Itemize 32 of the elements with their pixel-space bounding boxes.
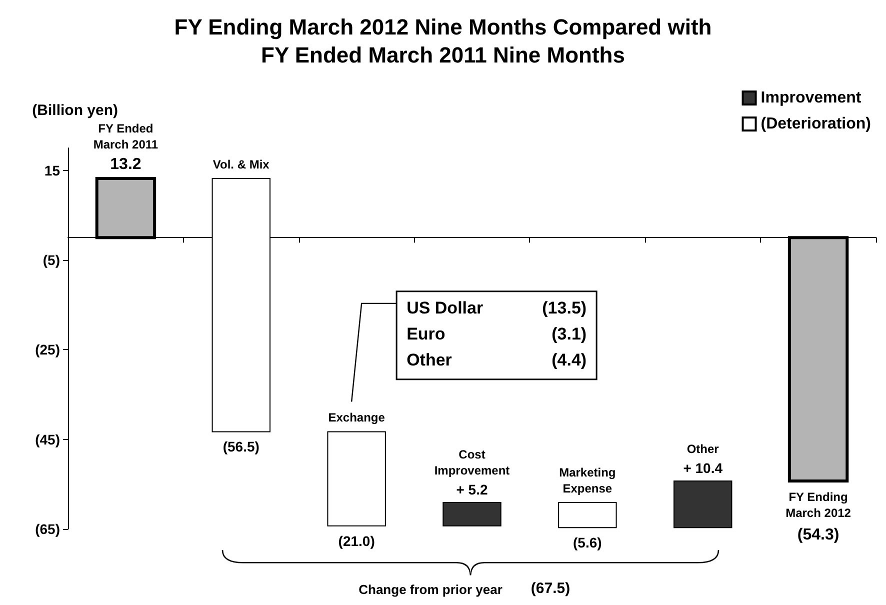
legend-label: (Deterioration) (760, 116, 872, 132)
bar (442, 502, 502, 526)
text: Other (4.4) (406, 350, 587, 370)
bar (558, 502, 617, 528)
bar (674, 480, 732, 528)
data-label: (21.0) (338, 532, 375, 549)
chart-title: FY Ending March 2012 Nine Months Compared with FY Ended March 2011 Nine Months (174, 14, 712, 68)
x-tick-label: Exchange (328, 410, 386, 425)
data-label: 13.2 (110, 156, 142, 173)
x-tick-label: Cost Improvement (434, 448, 510, 478)
text: Euro (3.1) (406, 324, 587, 344)
y-tick-label: 15 (44, 162, 60, 178)
x-tick-label: Other (686, 442, 720, 456)
x-tick-label: FY Ended March 2011 (93, 121, 158, 152)
data-label: (5.6) (573, 534, 602, 551)
x-tick-label: FY Ending March 2012 (786, 490, 852, 520)
text: Change from prior year (358, 582, 502, 597)
data-label: (56.5) (222, 438, 260, 455)
legend-label: Improvement (760, 90, 862, 106)
text: US Dollar (13.5) (406, 298, 587, 318)
y-tick-label: (5) (42, 252, 60, 268)
bar (327, 431, 386, 526)
x-tick-label: Marketing Expense (559, 466, 616, 496)
text: (67.5) (530, 580, 570, 597)
y-axis-title: (Billion yen) (32, 102, 118, 119)
data-label: (54.3) (797, 526, 840, 544)
y-tick-label: (65) (35, 521, 60, 537)
data-label: + 5.2 (456, 482, 488, 498)
y-tick-label: (25) (35, 342, 60, 358)
y-tick-label: (45) (35, 431, 60, 448)
data-label: + 10.4 (683, 460, 723, 476)
x-tick-label: Vol. & Mix (212, 157, 270, 172)
